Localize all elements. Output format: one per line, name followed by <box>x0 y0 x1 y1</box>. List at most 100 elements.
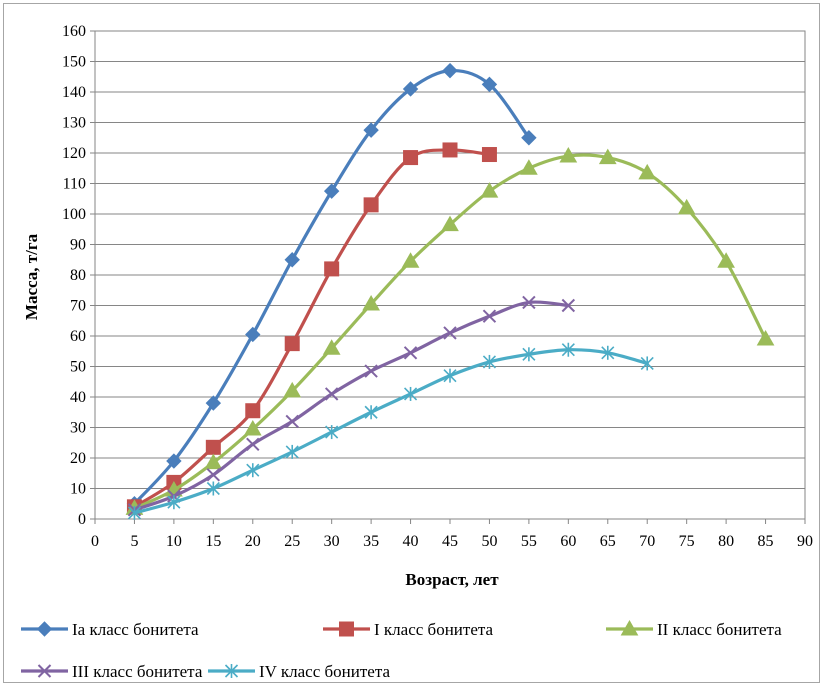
marker-stroke <box>443 326 457 340</box>
legend-item: III класс бонитета <box>21 662 203 681</box>
legend-label: III класс бонитета <box>72 662 203 681</box>
marker-stroke <box>364 364 378 378</box>
legend-marker <box>620 619 639 636</box>
series-1 <box>126 62 537 512</box>
legend-item: Ia класс бонитета <box>21 620 199 639</box>
y-tick-label: 90 <box>70 237 86 254</box>
x-tick-label: 50 <box>481 533 497 550</box>
x-tick-label: 35 <box>363 533 379 550</box>
y-axis-title: Масса, т/га <box>22 233 41 320</box>
data-point <box>521 130 537 146</box>
legend-label: Ia класс бонитета <box>72 620 199 639</box>
y-tick-label: 30 <box>70 420 86 437</box>
x-tick-label: 75 <box>679 533 695 550</box>
data-point <box>520 159 538 175</box>
marker-stroke <box>324 387 339 401</box>
series-line <box>132 148 492 509</box>
x-tick-label: 85 <box>758 533 774 550</box>
data-point <box>640 356 654 371</box>
data-point <box>403 386 418 401</box>
data-point <box>324 387 339 401</box>
data-point <box>401 252 420 268</box>
legend-marker <box>339 621 354 637</box>
x-tick-label: 60 <box>560 533 576 550</box>
data-point <box>246 437 260 451</box>
data-point <box>363 197 379 213</box>
x-tick-label: 30 <box>324 533 340 550</box>
legend-label: IV класс бонитета <box>259 662 390 681</box>
data-point <box>442 142 458 158</box>
data-point <box>480 182 499 198</box>
data-point <box>522 347 536 362</box>
data-point <box>403 150 419 166</box>
legend-marker <box>224 664 239 678</box>
y-tick-label: 140 <box>62 84 86 101</box>
legend-item: IV класс бонитета <box>208 662 390 681</box>
x-tick-label: 55 <box>521 533 537 550</box>
x-tick-label: 10 <box>166 533 182 550</box>
data-point <box>364 364 378 378</box>
marker-stroke <box>37 664 52 678</box>
y-tick-label: 10 <box>70 481 86 498</box>
x-axis-title: Возраст, лет <box>405 570 499 589</box>
data-point <box>204 453 223 470</box>
legend: Ia класс бонитета I класс бонитета II клас… <box>21 619 782 681</box>
data-point <box>638 163 657 180</box>
data-point <box>246 463 260 478</box>
data-point <box>127 505 142 520</box>
x-tick-label: 20 <box>245 533 261 550</box>
x-tick-label: 45 <box>442 533 458 550</box>
series-5 <box>127 342 654 520</box>
data-point <box>206 468 221 482</box>
legend-label: I класс бонитета <box>374 620 493 639</box>
y-tick-label: 150 <box>62 54 86 71</box>
x-tick-label: 0 <box>91 533 99 550</box>
series-line <box>132 300 570 512</box>
series-4 <box>127 295 576 517</box>
legend-label: II класс бонитета <box>657 620 782 639</box>
y-tick-label: 70 <box>70 298 86 315</box>
data-point <box>363 122 379 138</box>
data-point <box>482 309 497 323</box>
y-tick-label: 0 <box>78 511 86 528</box>
chart-frame <box>3 3 820 683</box>
legend-marker <box>37 664 52 678</box>
y-tick-label: 120 <box>62 145 86 162</box>
data-point <box>442 62 458 79</box>
y-tick-label: 110 <box>63 176 86 193</box>
data-point <box>481 147 497 163</box>
x-tick-label: 70 <box>639 533 655 550</box>
data-point <box>677 198 696 215</box>
data-point <box>522 295 536 310</box>
series-2 <box>126 142 497 515</box>
y-tick-label: 50 <box>70 359 86 376</box>
y-tick-label: 100 <box>62 206 86 223</box>
data-point <box>403 346 418 360</box>
data-point <box>598 148 617 165</box>
y-tick-label: 130 <box>62 115 86 132</box>
data-point <box>284 252 300 268</box>
data-point <box>285 444 299 459</box>
data-point <box>482 354 497 369</box>
legend-item: I класс бонитета <box>323 620 493 639</box>
data-point <box>559 147 578 163</box>
marker-stroke <box>482 309 497 323</box>
marker-stroke <box>246 437 260 451</box>
x-tick-label: 90 <box>797 533 813 550</box>
data-point <box>601 345 615 360</box>
data-point <box>443 368 457 383</box>
y-tick-label: 60 <box>70 328 86 345</box>
x-tick-label: 40 <box>403 533 419 550</box>
y-tick-label: 80 <box>70 267 86 284</box>
data-point <box>561 342 575 357</box>
data-point <box>166 453 182 469</box>
data-point <box>322 339 341 355</box>
x-tick-label: 65 <box>600 533 616 550</box>
legend-item: II класс бонитета <box>606 619 782 639</box>
data-point <box>443 326 457 340</box>
marker-stroke <box>285 414 299 429</box>
marker-stroke <box>561 298 576 313</box>
data-point <box>441 215 459 232</box>
data-point <box>285 414 299 429</box>
data-point <box>283 381 302 398</box>
